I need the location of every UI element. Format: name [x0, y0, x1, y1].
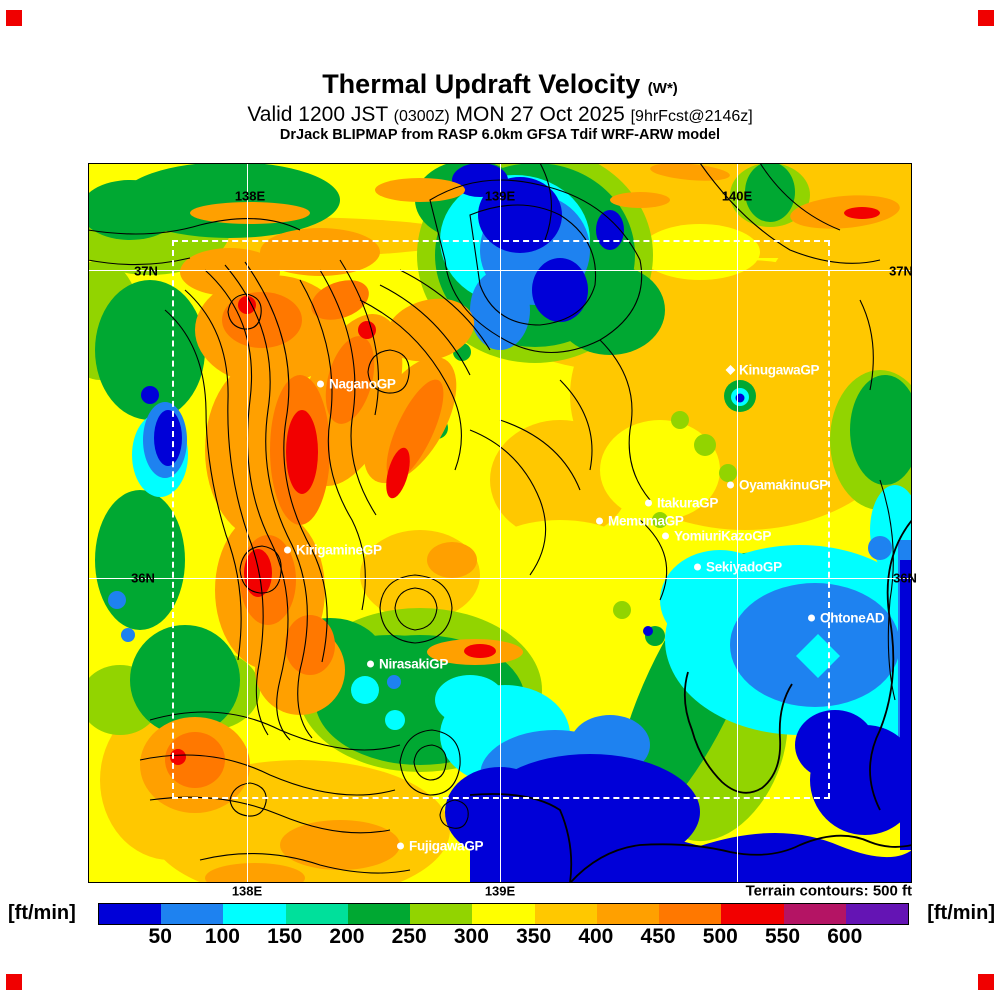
colorbar-segment: [721, 904, 784, 924]
region-outline-box: [172, 240, 830, 799]
colorbar-ticks: 50 100 150 200 250 300 350 400 450 500 550 600: [98, 925, 907, 949]
corner-mark: [6, 974, 22, 990]
site-dot-icon: [397, 842, 404, 850]
colorbar-segment: [783, 904, 846, 924]
site-sekiyadogp: SekiyadoGP: [694, 560, 782, 575]
site-label: OhtoneAD: [820, 610, 885, 626]
colorbar-tick-label: 600: [827, 925, 863, 948]
site-dot-icon: [645, 499, 652, 507]
colorbar-unit-left: [ft/min]: [8, 902, 76, 924]
site-label: YomiuriKazoGP: [674, 528, 772, 544]
site-diamond-icon: [725, 365, 736, 375]
colorbar-segment: [285, 904, 348, 924]
coord-label-37n: 37N: [134, 263, 158, 279]
title-block: Thermal Updraft Velocity (W*) Valid 1200…: [0, 69, 1000, 144]
site-kinugawagp: KinugawaGP: [725, 362, 820, 378]
corner-mark: [6, 10, 22, 26]
colorbar-segment: [161, 904, 224, 924]
site-itakuragp: ItakuraGP: [645, 496, 718, 511]
colorbar-segment: [472, 904, 535, 924]
coord-label-36n: 36N: [131, 570, 155, 586]
site-memumagp: MemumaGP: [596, 514, 684, 529]
colorbar-tick-label: 400: [578, 925, 614, 948]
coord-label-37n: 37N: [889, 263, 913, 279]
colorbar-tick-label: 200: [329, 925, 365, 948]
site-dot-icon: [808, 614, 815, 622]
site-label: NaganoGP: [329, 376, 396, 392]
site-oyamakinugp: OyamakinuGP: [727, 478, 828, 493]
gridline-139e: [500, 163, 501, 883]
forecast-tag: [9hrFcst@2146z]: [630, 107, 753, 125]
site-yomiurikazogp: YomiuriKazoGP: [662, 529, 771, 544]
gridline-140e: [737, 163, 738, 883]
site-fujigawagp: FujigawaGP: [397, 838, 484, 854]
colorbar-segments: [98, 903, 909, 925]
colorbar-segment: [534, 904, 597, 924]
colorbar-tick-label: 350: [516, 925, 552, 948]
map-canvas: [88, 163, 912, 883]
colorbar-tick-label: 450: [640, 925, 676, 948]
site-dot-icon: [284, 546, 291, 554]
colorbar-tick-label: 550: [765, 925, 801, 948]
model-line: DrJack BLIPMAP from RASP 6.0km GFSA Tdif…: [279, 126, 721, 143]
colorbar-segment: [410, 904, 473, 924]
coastline-layer: [469, 519, 912, 883]
coord-label-140e: 140E: [721, 188, 753, 204]
site-label: KinugawaGP: [739, 362, 820, 378]
site-label: MemumaGP: [608, 513, 684, 529]
coord-label-36n: 36N: [893, 570, 917, 586]
site-naganogp: NaganoGP: [317, 377, 396, 392]
colorbar-tick-label: 300: [453, 925, 489, 948]
page-title: Thermal Updraft Velocity (W*): [322, 69, 678, 99]
colorbar-unit-right: [ft/min]: [927, 902, 995, 924]
site-label: OyamakinuGP: [739, 477, 828, 493]
site-kirigaminegp: KirigamineGP: [284, 543, 382, 558]
colorbar-tick-label: 250: [391, 925, 427, 948]
site-dot-icon: [694, 563, 701, 571]
colorbar-tick-label: 150: [267, 925, 303, 948]
colorbar-segment: [223, 904, 286, 924]
gridline-138e: [247, 163, 248, 883]
gridline-36n: [88, 578, 912, 579]
colorbar-tick-label: 500: [702, 925, 738, 948]
site-dot-icon: [662, 532, 669, 540]
map-fill-layer: [88, 163, 912, 883]
site-label: NirasakiGP: [379, 656, 449, 672]
corner-mark: [978, 10, 994, 26]
site-dot-icon: [317, 380, 324, 388]
valid-time-line: Valid 1200 JST (0300Z) MON 27 Oct 2025 […: [247, 102, 753, 126]
site-label: ItakuraGP: [657, 495, 719, 511]
colorbar-segment: [845, 904, 909, 924]
coord-label-139e: 139E: [484, 883, 516, 899]
site-label: SekiyadoGP: [706, 559, 782, 575]
site-label: FujigawaGP: [409, 838, 484, 854]
colorbar-segment: [659, 904, 722, 924]
coord-label-139e: 139E: [484, 188, 516, 204]
site-label: KirigamineGP: [296, 542, 382, 558]
site-dot-icon: [596, 517, 603, 525]
corner-mark: [978, 974, 994, 990]
coord-label-138e: 138E: [234, 188, 266, 204]
terrain-contours-layer: [88, 163, 896, 874]
site-ohtonead: OhtoneAD: [808, 610, 885, 626]
terrain-contours-note: Terrain contours: 500 ft: [745, 882, 912, 900]
site-dot-icon: [727, 481, 734, 489]
colorbar-tick-label: 50: [148, 925, 172, 948]
colorbar-tick-label: 100: [204, 925, 240, 948]
colorbar-segment: [99, 904, 162, 924]
gridline-37n: [88, 270, 912, 271]
zulu-time: (0300Z): [393, 107, 450, 125]
site-dot-icon: [367, 660, 374, 668]
site-nirasakigp: NirasakiGP: [367, 657, 448, 672]
coord-label-138e: 138E: [231, 883, 263, 899]
colorbar-segment: [596, 904, 660, 924]
title-units: (W*): [647, 80, 678, 97]
colorbar-segment: [347, 904, 411, 924]
